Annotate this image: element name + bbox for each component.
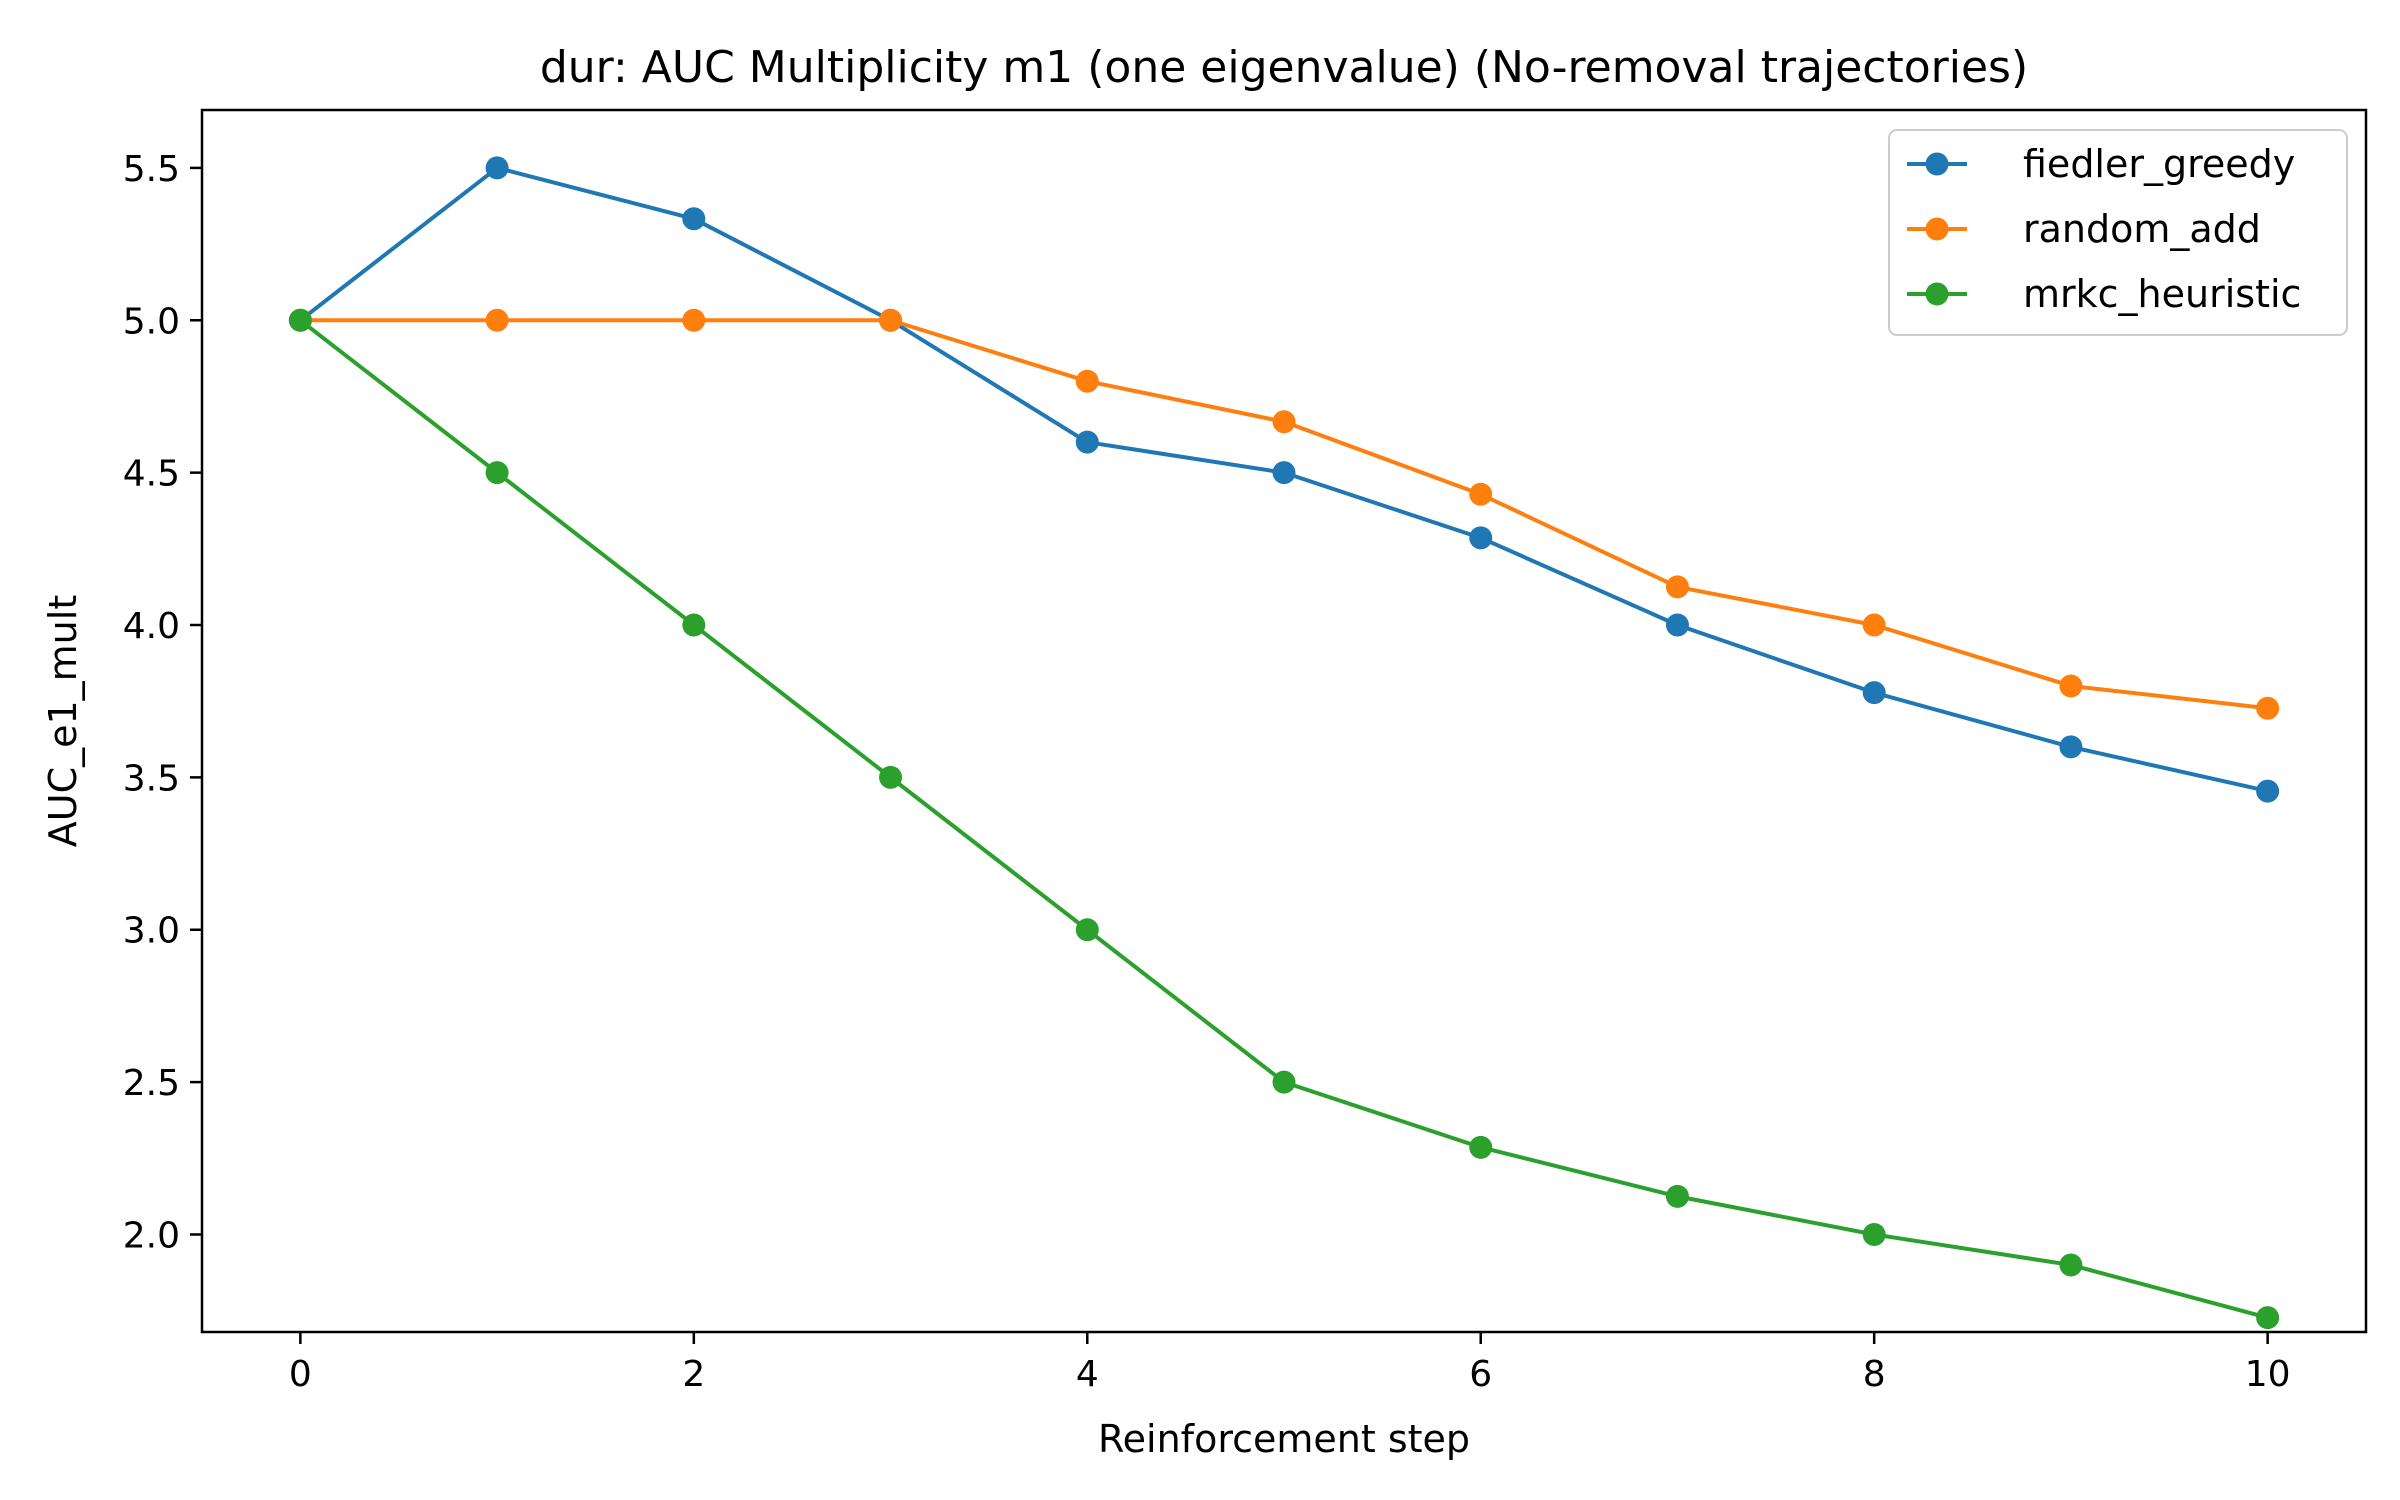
series-line-random_add bbox=[300, 318, 2268, 711]
x-tick-label: 4 bbox=[1076, 1354, 1099, 1395]
data-point bbox=[1862, 1222, 1886, 1246]
legend-marker bbox=[1925, 152, 1949, 176]
chart-title: dur: AUC Multiplicity m1 (one eigenvalue… bbox=[540, 42, 2028, 93]
data-point bbox=[682, 308, 706, 332]
data-point bbox=[2256, 696, 2280, 720]
data-point bbox=[1272, 461, 1296, 485]
data-point bbox=[2059, 674, 2083, 698]
data-point bbox=[1665, 575, 1689, 599]
data-point bbox=[682, 613, 706, 637]
data-point bbox=[879, 765, 903, 789]
y-tick-label: 5.5 bbox=[123, 149, 180, 190]
legend-marker bbox=[1925, 217, 1949, 241]
data-point bbox=[485, 461, 509, 485]
x-tick-label: 0 bbox=[289, 1354, 312, 1395]
data-point bbox=[2059, 735, 2083, 759]
series-random_add bbox=[288, 308, 2280, 720]
data-point bbox=[1862, 613, 1886, 637]
y-tick-label: 4.5 bbox=[123, 454, 180, 495]
x-tick-label: 6 bbox=[1469, 1354, 1492, 1395]
x-axis: 0 2 4 6 8 10 bbox=[289, 1332, 2291, 1395]
data-point bbox=[1075, 369, 1099, 393]
x-axis-label: Reinforcement step bbox=[1098, 1417, 1470, 1461]
legend-marker bbox=[1925, 282, 1949, 306]
data-point bbox=[1665, 1184, 1689, 1208]
series-mrkc_heuristic bbox=[288, 308, 2280, 1330]
data-point bbox=[1469, 526, 1493, 550]
data-point bbox=[682, 207, 706, 231]
legend: fiedler_greedy random_add mrkc_heuristic bbox=[1888, 129, 2348, 336]
x-tick-label: 8 bbox=[1863, 1354, 1886, 1395]
legend-item: mrkc_heuristic bbox=[1907, 272, 2301, 316]
y-tick-label: 2.5 bbox=[123, 1063, 180, 1104]
legend-box bbox=[1888, 129, 2348, 336]
data-point bbox=[1075, 430, 1099, 454]
data-point bbox=[1075, 918, 1099, 942]
plot-frame bbox=[200, 108, 2368, 1334]
y-axis: 2.0 2.5 3.0 3.5 4.0 4.5 5.0 5.5 bbox=[123, 149, 202, 1256]
legend-item: fiedler_greedy bbox=[1907, 142, 2295, 186]
legend-item: random_add bbox=[1907, 207, 2261, 251]
y-tick-label: 3.0 bbox=[123, 911, 180, 952]
data-point bbox=[879, 308, 903, 332]
data-point bbox=[485, 156, 509, 180]
legend-label: mrkc_heuristic bbox=[2023, 272, 2301, 316]
legend-label: random_add bbox=[2023, 207, 2261, 251]
data-point bbox=[2256, 779, 2280, 803]
data-point bbox=[2059, 1253, 2083, 1277]
plot-area bbox=[288, 156, 2280, 1330]
y-axis-label: AUC_e1_mult bbox=[41, 595, 85, 847]
y-tick-label: 4.0 bbox=[123, 606, 180, 647]
x-tick-label: 10 bbox=[2245, 1354, 2291, 1395]
data-point bbox=[2256, 1306, 2280, 1330]
y-tick-label: 2.0 bbox=[123, 1215, 180, 1256]
data-point bbox=[1272, 410, 1296, 434]
x-tick-label: 2 bbox=[682, 1354, 705, 1395]
data-point bbox=[1665, 613, 1689, 637]
y-tick-label: 5.0 bbox=[123, 301, 180, 342]
y-tick-label: 3.5 bbox=[123, 758, 180, 799]
data-point bbox=[288, 308, 312, 332]
legend-label: fiedler_greedy bbox=[2023, 142, 2295, 186]
data-point bbox=[1862, 681, 1886, 705]
series-fiedler_greedy bbox=[288, 156, 2280, 803]
data-point bbox=[1469, 482, 1493, 506]
data-point bbox=[1272, 1070, 1296, 1094]
data-point bbox=[485, 308, 509, 332]
data-point bbox=[1469, 1135, 1493, 1159]
